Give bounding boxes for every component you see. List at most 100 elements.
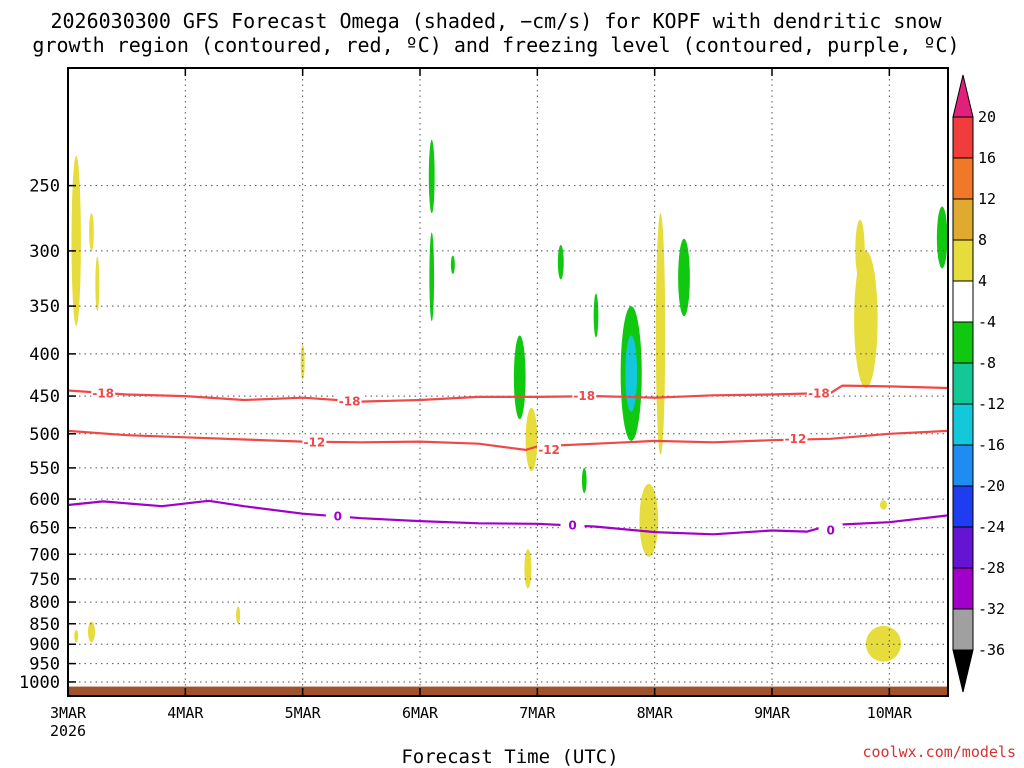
x-tick-label: 6MAR: [402, 704, 439, 722]
x-tick-label: 4MAR: [167, 704, 204, 722]
ground-layer: [68, 686, 948, 696]
contour-label-bg: [783, 431, 808, 445]
omega-region: [89, 213, 94, 251]
grid-layer: [68, 68, 948, 696]
y-axis-ticks: 2503003504004505005506006507007508008509…: [19, 177, 76, 693]
y-tick-label: 600: [29, 490, 60, 510]
colorbar-swatch: [952, 321, 974, 364]
credit-text: coolwx.com/models: [862, 743, 1016, 761]
colorbar-swatch: [952, 116, 974, 159]
colorbar-swatch: [952, 485, 974, 528]
omega-region: [524, 549, 532, 589]
colorbar-swatch: [952, 280, 974, 323]
omega-region: [855, 219, 865, 280]
omega-region: [525, 407, 538, 472]
colorbar-swatch: [952, 567, 974, 610]
contour-label-bg: [818, 523, 843, 537]
contour-label-bg: [91, 386, 116, 400]
plot-frame: [67, 67, 949, 697]
contour-label: -12: [785, 432, 807, 446]
colorbar-swatch: [952, 403, 974, 446]
colorbar-top-arrow: [952, 74, 974, 118]
omega-region: [87, 621, 95, 643]
y-tick-label: 400: [29, 345, 60, 365]
x-tick-label: 3MAR: [50, 704, 87, 722]
y-tick-label: 1000: [19, 673, 60, 693]
contour-line: [67, 384, 949, 403]
y-tick-label: 650: [29, 519, 60, 539]
omega-region: [639, 483, 659, 557]
omega-region: [71, 155, 81, 326]
colorbar-tick-label: 12: [978, 190, 996, 208]
y-tick-label: 950: [29, 655, 60, 675]
contour-label: -18: [573, 389, 595, 403]
y-tick-label: 800: [29, 593, 60, 613]
omega-region: [450, 255, 455, 275]
contour-label: -18: [92, 387, 114, 401]
colorbar-tick-label: -12: [978, 395, 1005, 413]
contour-label: 0: [568, 519, 576, 533]
contour-label: 0: [334, 510, 342, 524]
ground-surface: [68, 686, 948, 696]
colorbar-tick-label: -32: [978, 600, 1005, 618]
y-tick-label: 450: [29, 387, 60, 407]
colorbar-tick-label: 20: [978, 108, 996, 126]
colorbar-swatch: [952, 526, 974, 569]
contour-layer: -18 -18 -18 -18 -12 -12 -12 0 0 0: [67, 384, 949, 537]
colorbar-tick-label: -8: [978, 354, 996, 372]
x-axis-ticks: 3MAR 4MAR 5MAR 6MAR 7MAR 8MAR 9MAR 10MAR 2026: [50, 68, 913, 740]
omega-region: [74, 630, 79, 643]
colorbar-tick-label: 4: [978, 272, 987, 290]
omega-region: [625, 335, 638, 412]
contour-label-bg: [560, 518, 585, 532]
y-tick-label: 700: [29, 545, 60, 565]
colorbar-tick-label: -36: [978, 641, 1005, 659]
colorbar-tick-label: -20: [978, 477, 1005, 495]
colorbar-tick-label: -4: [978, 313, 996, 331]
contour-label: -18: [808, 387, 830, 401]
x-tick-label: 5MAR: [285, 704, 322, 722]
colorbar-tick-label: 16: [978, 149, 996, 167]
omega-region: [879, 500, 887, 510]
x-tick-year: 2026: [50, 722, 86, 740]
colorbar-bottom-arrow: [952, 649, 974, 693]
colorbar-swatch: [952, 198, 974, 241]
contour-label-bg: [325, 509, 350, 523]
y-tick-label: 900: [29, 635, 60, 655]
colorbar-tick-label: -24: [978, 518, 1005, 536]
omega-region: [593, 293, 599, 338]
x-tick-label: 10MAR: [867, 704, 913, 722]
colorbar-tick-label: 8: [978, 231, 987, 249]
colorbar-swatch: [952, 157, 974, 200]
omega-region: [936, 206, 948, 269]
y-tick-label: 500: [29, 425, 60, 445]
contour-label: -12: [538, 443, 560, 457]
x-tick-label: 8MAR: [637, 704, 674, 722]
x-tick-label: 7MAR: [519, 704, 556, 722]
colorbar: 20 16 12 8 4 -4 -8 -12 -16 -20 -24 -28 -32 -36: [952, 74, 1005, 693]
y-tick-label: 550: [29, 459, 60, 479]
x-tick-label: 9MAR: [754, 704, 791, 722]
colorbar-tick-label: -16: [978, 436, 1005, 454]
contour-label-bg: [337, 394, 362, 408]
y-tick-label: 350: [29, 297, 60, 317]
y-tick-label: 300: [29, 242, 60, 262]
y-tick-label: 250: [29, 177, 60, 197]
contour-label: -18: [339, 395, 361, 409]
x-axis-label: Forecast Time (UTC): [401, 746, 618, 768]
contour-line: [67, 499, 949, 536]
omega-region: [236, 606, 241, 624]
omega-region: [429, 232, 435, 322]
y-tick-label: 750: [29, 570, 60, 590]
omega-region: [428, 139, 435, 214]
contour-label-bg: [806, 386, 831, 400]
title-line-2: growth region (contoured, red, ºC) and f…: [32, 33, 959, 57]
contour-label-bg: [302, 435, 327, 449]
omega-region: [557, 244, 564, 280]
colorbar-swatch: [952, 608, 974, 651]
colorbar-swatch: [952, 239, 974, 282]
colorbar-tick-label: -28: [978, 559, 1005, 577]
y-tick-label: 850: [29, 615, 60, 635]
omega-region: [655, 213, 666, 455]
chart-title: 2026030300 GFS Forecast Omega (shaded, −…: [32, 9, 959, 57]
